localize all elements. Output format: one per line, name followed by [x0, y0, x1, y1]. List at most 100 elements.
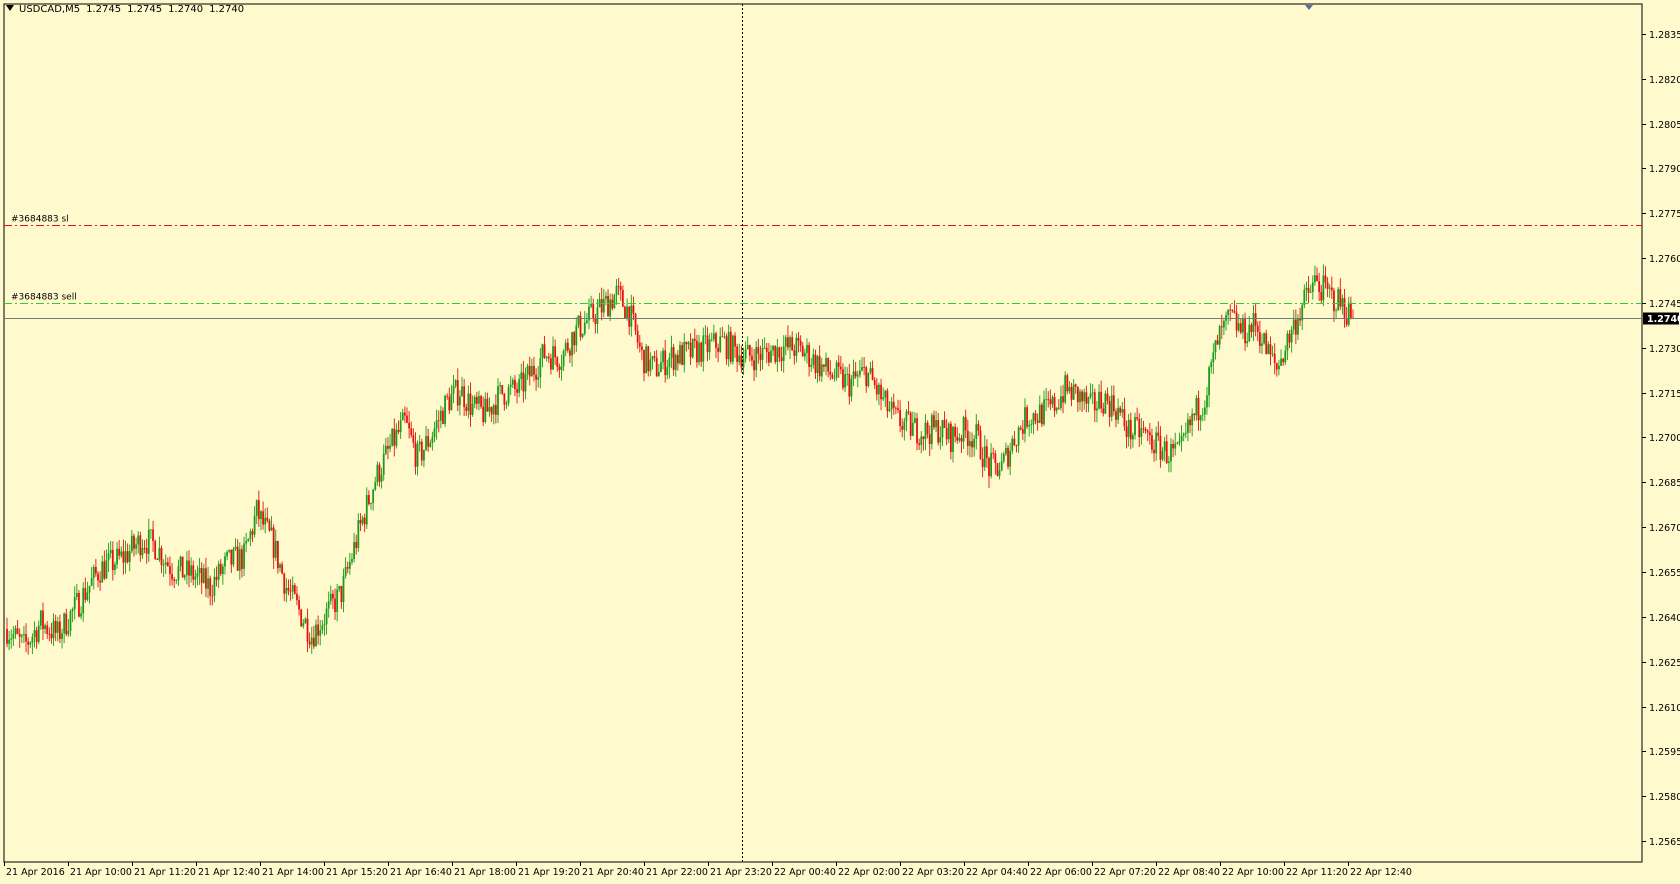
candle: [672, 343, 675, 376]
time-tick-label-9: 21 Apr 20:40: [582, 867, 644, 878]
time-tick-label-6: 21 Apr 16:40: [390, 867, 452, 878]
candle: [179, 555, 182, 572]
candle: [463, 379, 466, 417]
candle: [10, 629, 13, 649]
candle: [1064, 371, 1067, 405]
candle: [1131, 432, 1134, 448]
candle: [742, 347, 745, 376]
candle: [173, 576, 176, 589]
candle: [911, 411, 914, 437]
candle: [185, 551, 188, 585]
candle: [1199, 414, 1202, 431]
candle: [571, 331, 573, 367]
price-tick-label-11: 1.2670: [1649, 523, 1680, 534]
candle: [842, 363, 844, 391]
candle: [325, 602, 328, 635]
candle: [1239, 318, 1242, 335]
candle: [213, 568, 216, 603]
candle: [611, 293, 614, 311]
time-tick-label-7: 21 Apr 18:00: [454, 867, 516, 878]
candle: [1026, 404, 1028, 429]
time-tick-label-16: 22 Apr 06:00: [1030, 867, 1092, 878]
candle: [78, 590, 80, 618]
candle: [327, 591, 330, 618]
candle: [850, 375, 853, 402]
price-tick-label-16: 1.2595: [1649, 747, 1680, 758]
candle: [846, 367, 849, 386]
candle: [1203, 400, 1206, 421]
candle: [423, 449, 425, 468]
candle: [1299, 307, 1301, 326]
time-tick-label-4: 21 Apr 14:00: [262, 867, 324, 878]
candle: [1005, 442, 1007, 456]
candle: [1261, 333, 1263, 355]
candle: [787, 325, 789, 351]
candle: [1330, 276, 1333, 300]
candle: [503, 392, 506, 411]
candle: [414, 432, 417, 475]
candle: [1038, 395, 1041, 424]
candle: [39, 609, 42, 630]
candle: [988, 456, 990, 488]
candle: [1142, 420, 1145, 434]
candle: [1104, 390, 1107, 415]
candle: [450, 384, 453, 411]
candle: [471, 395, 474, 417]
candle: [507, 383, 510, 407]
candle: [67, 619, 70, 637]
candle: [160, 545, 163, 574]
candle: [772, 345, 775, 357]
candle: [1013, 430, 1016, 447]
candle: [346, 561, 349, 574]
candle: [289, 579, 292, 601]
candle: [590, 295, 593, 309]
candle: [560, 354, 563, 381]
candle: [763, 337, 766, 350]
candle: [554, 339, 557, 365]
candle: [1282, 357, 1285, 366]
candle: [238, 542, 241, 580]
candle: [200, 562, 203, 595]
candle: [990, 443, 993, 479]
candle: [852, 359, 855, 387]
candle: [50, 622, 53, 644]
candle: [619, 281, 622, 301]
candle: [628, 306, 631, 335]
candle: [69, 609, 72, 637]
candle: [537, 365, 540, 388]
candle: [442, 407, 444, 425]
candle: [444, 394, 446, 427]
candle: [719, 327, 722, 353]
candle: [1301, 302, 1304, 331]
candle: [615, 279, 618, 305]
candle: [1030, 419, 1033, 434]
candle: [634, 312, 637, 336]
candle: [1311, 275, 1314, 300]
candle: [1278, 359, 1280, 376]
candle: [18, 628, 21, 648]
candle: [150, 529, 152, 539]
trade-level-label-0: #3684883 sl: [11, 215, 69, 225]
candle: [1252, 305, 1255, 342]
candle: [1320, 284, 1323, 304]
candle: [312, 625, 315, 649]
collapse-triangle-icon[interactable]: [6, 5, 14, 11]
candle: [827, 357, 830, 378]
candle: [1036, 413, 1039, 431]
candle: [8, 630, 11, 651]
candle: [1047, 391, 1050, 408]
candle: [1009, 442, 1012, 476]
candle: [985, 439, 988, 468]
candle: [183, 574, 186, 581]
time-tick-label-17: 22 Apr 07:20: [1094, 867, 1156, 878]
candle: [533, 356, 535, 382]
candle: [175, 579, 178, 585]
candle: [194, 569, 197, 589]
candle: [884, 389, 887, 408]
candle: [1176, 441, 1179, 445]
candle: [1017, 425, 1020, 453]
candle: [727, 324, 730, 367]
candle: [966, 419, 969, 456]
